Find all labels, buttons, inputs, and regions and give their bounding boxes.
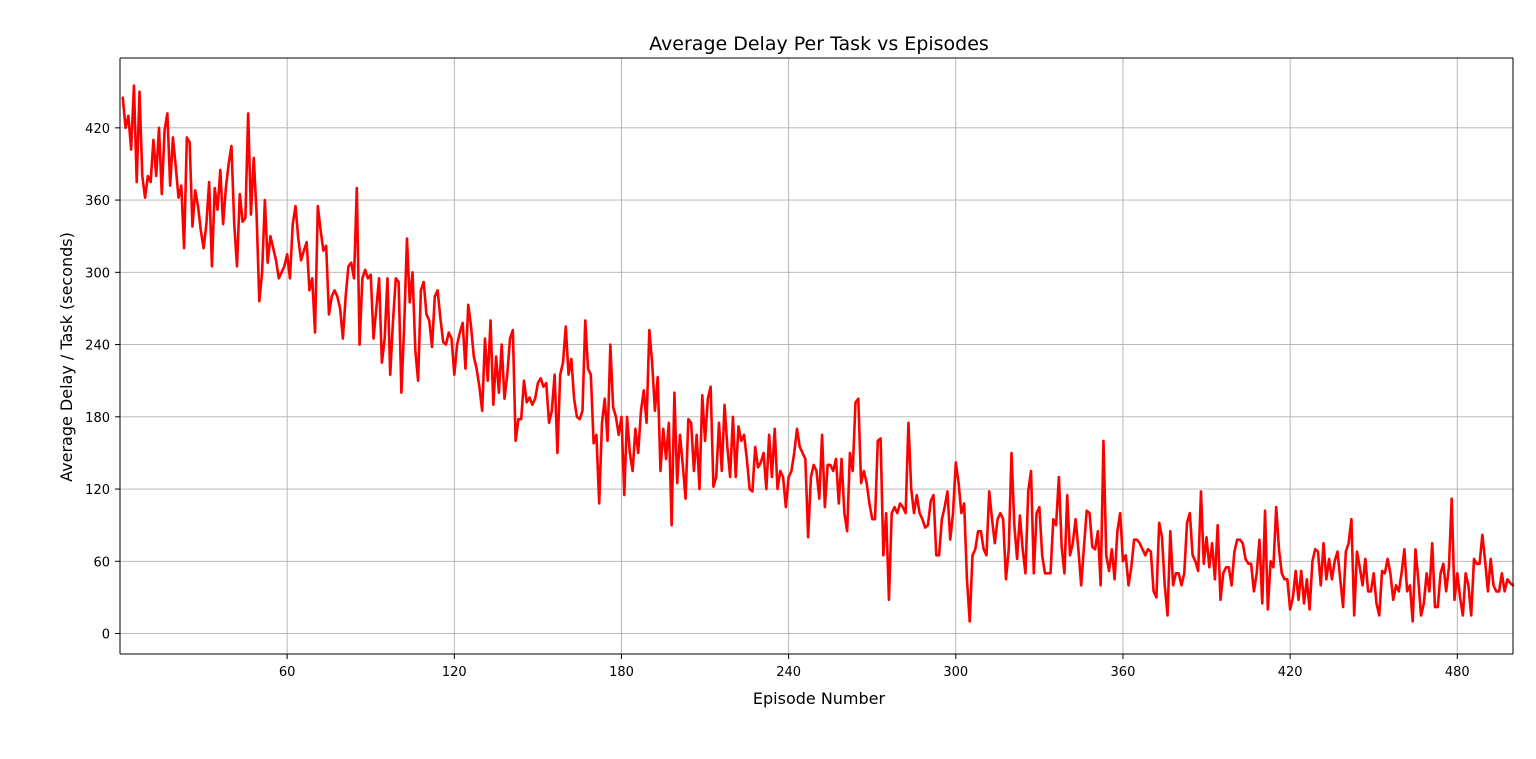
y-tick-label: 60 [93, 555, 110, 570]
series-layer [121, 84, 1515, 623]
x-tick-label: 480 [1445, 665, 1470, 680]
grid-lines [120, 58, 1513, 654]
x-axis-ticks: 60 120 180 240 300 360 420 480 [279, 654, 1470, 680]
y-tick-label: 180 [85, 411, 110, 426]
y-axis-ticks: 0 60 120 180 240 300 360 420 [85, 122, 120, 643]
axes [119, 57, 1514, 655]
y-tick-label: 0 [102, 628, 110, 643]
x-tick-label: 300 [943, 665, 968, 680]
y-tick-label: 420 [85, 122, 110, 137]
x-tick-label: 240 [776, 665, 801, 680]
x-tick-label: 180 [609, 665, 634, 680]
x-tick-label: 360 [1111, 665, 1136, 680]
y-tick-label: 120 [85, 483, 110, 498]
x-axis-label: Episode Number [753, 689, 886, 708]
x-tick-label: 420 [1278, 665, 1303, 680]
y-tick-label: 300 [85, 266, 110, 281]
y-axis-label: Average Delay / Task (seconds) [57, 232, 76, 482]
series-line-0 [121, 84, 1515, 623]
x-tick-label: 60 [279, 665, 296, 680]
y-tick-label: 240 [85, 339, 110, 354]
y-tick-label: 360 [85, 194, 110, 209]
x-tick-label: 120 [442, 665, 467, 680]
chart-title: Average Delay Per Task vs Episodes [649, 33, 989, 55]
